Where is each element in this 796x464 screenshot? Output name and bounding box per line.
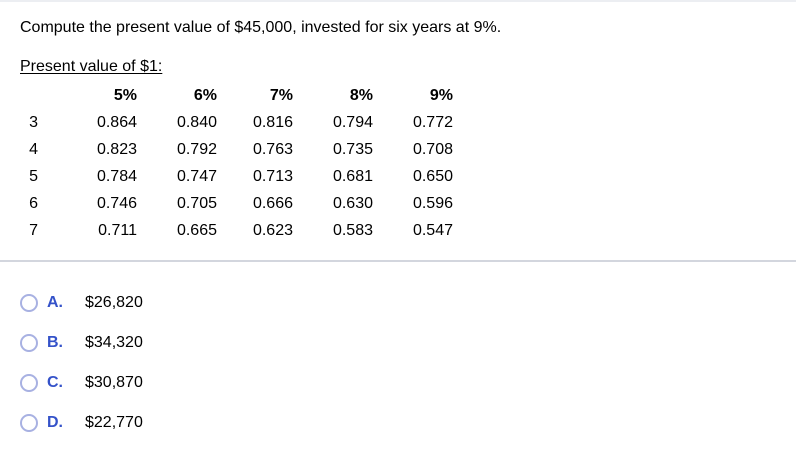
factor-cell: 0.772	[412, 113, 453, 131]
table-row: 6 0.746 0.705 0.666 0.630 0.596	[20, 190, 453, 217]
factor-cell: 0.708	[412, 140, 453, 158]
factor-cell: 0.650	[412, 167, 453, 185]
factor-cell: 0.735	[332, 140, 373, 158]
factor-cell: 0.746	[96, 194, 137, 212]
factor-cell: 0.623	[252, 221, 293, 239]
pv-table-heading: Present value of $1:	[20, 58, 163, 75]
rate-header-9: 9%	[429, 86, 453, 104]
factor-cell: 0.711	[98, 221, 137, 239]
factor-cell: 0.816	[252, 113, 293, 131]
factor-cell: 0.681	[332, 167, 373, 185]
radio-button-icon[interactable]	[20, 414, 38, 432]
factor-cell: 0.864	[96, 113, 137, 131]
factor-cell: 0.583	[332, 221, 373, 239]
radio-button-icon[interactable]	[20, 294, 38, 312]
factor-cell: 0.763	[252, 140, 293, 158]
period-cell: 5	[29, 167, 38, 185]
present-value-table: 5% 6% 7% 8% 9% 3 0.864 0.840 0.816 0.794…	[20, 82, 453, 244]
period-cell: 7	[29, 221, 38, 239]
divider	[0, 260, 796, 262]
answer-options: A. $26,820 B. $34,320 C. $30,870 D. $22,…	[20, 283, 776, 443]
option-value: $30,870	[85, 374, 143, 391]
option-letter: A.	[47, 294, 63, 311]
option-letter: B.	[47, 334, 63, 351]
table-row: 5 0.784 0.747 0.713 0.681 0.650	[20, 163, 453, 190]
period-header-cell	[20, 82, 38, 109]
radio-button-icon[interactable]	[20, 374, 38, 392]
answer-option-b[interactable]: B. $34,320	[20, 323, 776, 363]
question-panel: Compute the present value of $45,000, in…	[0, 2, 796, 443]
factor-cell: 0.792	[176, 140, 217, 158]
radio-button-icon[interactable]	[20, 334, 38, 352]
table-row: 4 0.823 0.792 0.763 0.735 0.708	[20, 136, 453, 163]
top-border	[0, 0, 796, 2]
option-value: $26,820	[85, 294, 143, 311]
option-value: $34,320	[85, 334, 143, 351]
factor-cell: 0.713	[252, 167, 293, 185]
factor-cell: 0.784	[96, 167, 137, 185]
option-letter: C.	[47, 374, 63, 391]
option-value: $22,770	[85, 414, 143, 431]
option-letter: D.	[47, 414, 63, 431]
table-row: 7 0.711 0.665 0.623 0.583 0.547	[20, 217, 453, 244]
period-cell: 3	[29, 113, 38, 131]
factor-cell: 0.794	[332, 113, 373, 131]
rate-header-5: 5%	[113, 86, 137, 104]
table-row: 3 0.864 0.840 0.816 0.794 0.772	[20, 109, 453, 136]
answer-option-a[interactable]: A. $26,820	[20, 283, 776, 323]
factor-cell: 0.596	[412, 194, 453, 212]
rate-header-7: 7%	[269, 86, 293, 104]
rate-header-6: 6%	[193, 86, 217, 104]
factor-cell: 0.823	[96, 140, 137, 158]
factor-cell: 0.747	[176, 167, 217, 185]
factor-cell: 0.705	[176, 194, 217, 212]
factor-cell: 0.547	[412, 221, 453, 239]
factor-cell: 0.665	[176, 221, 217, 239]
factor-cell: 0.666	[252, 194, 293, 212]
answer-option-c[interactable]: C. $30,870	[20, 363, 776, 403]
period-cell: 4	[29, 140, 38, 158]
factor-cell: 0.630	[332, 194, 373, 212]
period-cell: 6	[29, 194, 38, 212]
factor-cell: 0.840	[176, 113, 217, 131]
question-text: Compute the present value of $45,000, in…	[20, 19, 502, 36]
table-header-row: 5% 6% 7% 8% 9%	[20, 82, 453, 109]
rate-header-8: 8%	[349, 86, 373, 104]
answer-option-d[interactable]: D. $22,770	[20, 403, 776, 443]
